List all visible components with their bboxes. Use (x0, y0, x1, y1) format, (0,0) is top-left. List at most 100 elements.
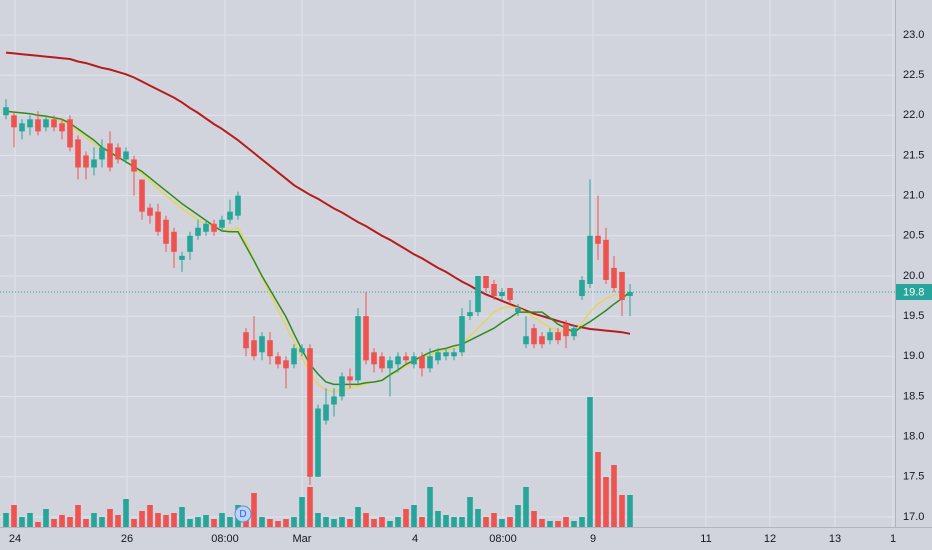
volume-bar (283, 519, 289, 527)
volume-bar (291, 517, 297, 527)
volume-bar (363, 513, 369, 527)
volume-bar (107, 509, 113, 527)
volume-bar (155, 513, 161, 527)
y-tick-label: 22.5 (903, 69, 924, 81)
candle-body (19, 123, 25, 132)
candle-body (427, 356, 433, 369)
volume-bar (387, 521, 393, 527)
candle-body (523, 336, 529, 345)
candle-body (259, 336, 265, 353)
volume-bar (523, 487, 529, 527)
volume-pane (3, 397, 633, 527)
volume-bar (331, 519, 337, 527)
candle-body (379, 356, 385, 369)
event-badge (234, 505, 252, 523)
candle-body (163, 219, 169, 244)
volume-bar (211, 519, 217, 527)
candle-body (91, 159, 97, 168)
candle-body (219, 219, 225, 228)
volume-bar (467, 497, 473, 527)
candle-body (491, 283, 497, 297)
volume-bar (11, 505, 17, 527)
volume-bar (19, 517, 25, 527)
candle-body (323, 404, 329, 421)
candle-body (619, 271, 625, 301)
volume-bar (59, 515, 65, 527)
volume-bar (547, 521, 553, 527)
last-price-label: 19.8 (903, 286, 924, 298)
volume-bar (491, 513, 497, 527)
volume-bar (131, 519, 137, 527)
x-tick-label: 4 (412, 533, 418, 545)
candle-body (275, 356, 281, 365)
volume-bar (595, 452, 601, 527)
candle-body (571, 328, 577, 337)
volume-bar (51, 519, 57, 527)
volume-bar (35, 522, 41, 527)
x-tick-label: 9 (590, 533, 596, 545)
candle-body (67, 119, 73, 148)
moving-average-line (5, 51, 631, 335)
volume-bar (483, 517, 489, 527)
volume-bar (539, 519, 545, 527)
volume-bar (307, 487, 313, 527)
candle-body (99, 147, 105, 160)
x-tick-label: 26 (121, 533, 133, 545)
x-tick-label: 08:00 (211, 533, 239, 545)
candle-body (211, 223, 217, 232)
volume-bar (443, 515, 449, 527)
candle-body (475, 275, 481, 313)
y-tick-label: 18.5 (903, 390, 924, 402)
x-tick-label: 08:00 (489, 533, 517, 545)
candle-body (595, 235, 601, 244)
volume-bar (323, 517, 329, 527)
volume-bar (187, 519, 193, 527)
candle-body (539, 336, 545, 345)
candle-body (187, 235, 193, 252)
candle-body (611, 267, 617, 289)
volume-bar (83, 519, 89, 527)
volume-bar (75, 505, 81, 527)
candle-body (179, 255, 185, 260)
y-tick-label: 20.5 (903, 230, 924, 242)
candle-body (627, 292, 633, 297)
candle-body (227, 211, 233, 220)
candle-body (203, 223, 209, 232)
volume-bar (355, 507, 361, 527)
volume-bar (203, 515, 209, 527)
volume-bar (627, 495, 633, 527)
candle-body (411, 356, 417, 365)
y-tick-label: 18.0 (903, 431, 924, 443)
volume-bar (515, 505, 521, 527)
volume-bar (115, 515, 121, 527)
volume-bar (379, 517, 385, 527)
last-price-box (896, 284, 932, 301)
candle-body (243, 332, 249, 349)
volume-bar (195, 517, 201, 527)
event-badge-label: D (239, 509, 246, 520)
candle-body (107, 143, 113, 168)
volume-bar (179, 507, 185, 527)
candle-body (43, 119, 49, 128)
x-tick-label: 24 (9, 533, 21, 545)
candle-body (83, 155, 89, 168)
volume-bar (451, 517, 457, 527)
candle-body (171, 231, 177, 252)
candle-body (315, 408, 321, 477)
axes: 17.0 17.5 18.0 18.5 19.0 19.5 20.0 20.5 21.0 21.5… (0, 29, 932, 545)
candle-body (547, 332, 553, 341)
volume-bar (219, 513, 225, 527)
candle-body (3, 107, 9, 116)
volume-bar (27, 513, 33, 527)
volume-bar (555, 521, 561, 527)
volume-bar (435, 511, 441, 527)
volume-bar (43, 509, 49, 527)
candle-body (499, 292, 505, 297)
candle-body (387, 360, 393, 369)
candle-body (267, 340, 273, 357)
y-tick-label: 22.0 (903, 109, 924, 121)
candle-body (363, 316, 369, 361)
volume-bar (139, 511, 145, 527)
